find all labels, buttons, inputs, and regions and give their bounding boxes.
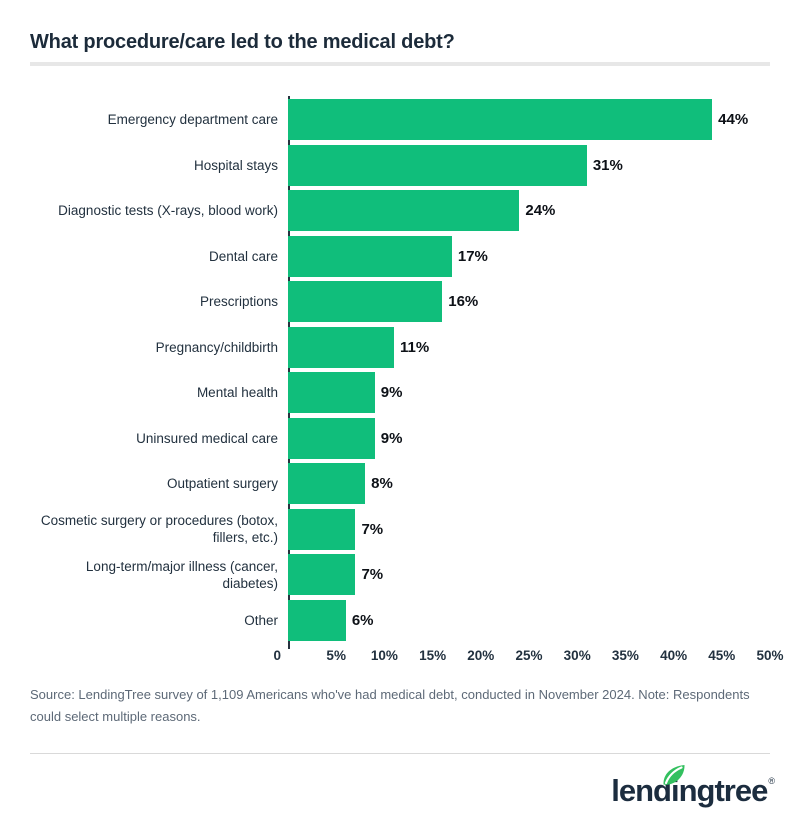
bar-track: 31%	[288, 144, 770, 186]
bar	[288, 235, 452, 277]
bar-chart: Emergency department care 44% Hospital sta…	[30, 96, 784, 668]
bar	[288, 326, 395, 368]
bar-track: 24%	[288, 190, 770, 232]
x-tick-label: 35%	[611, 648, 639, 663]
chart-row: Prescriptions 16%	[30, 279, 770, 325]
value-label: 7%	[361, 520, 384, 538]
chart-row: Cosmetic surgery or procedures (botox, f…	[30, 507, 770, 553]
bar-track: 7%	[288, 554, 770, 596]
x-tick-label: 25%	[515, 648, 543, 663]
bar	[288, 144, 587, 186]
bar	[288, 190, 520, 232]
bar	[288, 599, 346, 641]
x-tick-label: 45%	[708, 648, 736, 663]
x-tick-label: 40%	[660, 648, 688, 663]
chart-title: What procedure/care led to the medical d…	[30, 31, 455, 53]
bar	[288, 463, 366, 505]
value-label: 31%	[592, 156, 623, 174]
bar-track: 44%	[288, 99, 770, 141]
category-label: Other	[244, 612, 278, 628]
chart-row: Emergency department care 44%	[30, 97, 770, 143]
bar	[288, 281, 443, 323]
logo-text: lendingtree	[611, 773, 768, 808]
category-label: Uninsured medical care	[136, 430, 278, 446]
category-label: Dental care	[208, 248, 278, 264]
x-tick-label: 50%	[756, 648, 784, 663]
lendingtree-logo: lendingtree ®	[611, 765, 775, 808]
bar-track: 6%	[288, 599, 770, 641]
chart-row: Diagnostic tests (X-rays, blood work) 24%	[30, 188, 770, 234]
category-label: Prescriptions	[199, 294, 278, 310]
value-label: 9%	[380, 429, 403, 447]
x-tick-label: 10%	[370, 648, 398, 663]
title-divider	[30, 62, 770, 66]
x-tick-label: 15%	[419, 648, 447, 663]
value-label: 7%	[361, 566, 384, 584]
bar-track: 9%	[288, 372, 770, 414]
source-note: Source: LendingTree survey of 1,109 Amer…	[30, 687, 750, 724]
x-tick-label: 0	[273, 648, 281, 663]
value-label: 6%	[351, 611, 374, 629]
bar-track: 7%	[288, 508, 770, 550]
bar-track: 17%	[288, 235, 770, 277]
value-label: 8%	[371, 475, 393, 493]
bar	[288, 99, 713, 141]
category-label: Pregnancy/childbirth	[155, 339, 278, 355]
category-label: Mental health	[196, 385, 278, 401]
value-label: 17%	[457, 247, 488, 265]
bar	[288, 372, 375, 414]
bar-track: 16%	[288, 281, 770, 323]
bar-track: 11%	[288, 326, 770, 368]
bar	[288, 554, 356, 596]
chart-row: Uninsured medical care 9%	[30, 416, 770, 462]
registered-mark: ®	[768, 776, 775, 786]
x-tick-label: 30%	[563, 648, 591, 663]
category-label: Cosmetic surgery or procedures (botox, f…	[40, 513, 278, 546]
chart-rows: Emergency department care 44% Hospital sta…	[30, 96, 770, 649]
x-axis: 0 5% 10% 15% 20% 25% 30% 35% 40% 45% 50%	[273, 648, 783, 668]
value-label: 24%	[525, 202, 556, 220]
category-label: Long-term/major illness (cancer, diabete…	[85, 558, 278, 591]
value-label: 11%	[400, 338, 430, 356]
x-tick-label: 20%	[467, 648, 495, 663]
x-tick-label: 5%	[326, 648, 346, 663]
bar-track: 9%	[288, 417, 770, 459]
category-label: Hospital stays	[193, 157, 278, 173]
chart-row: Mental health 9%	[30, 370, 770, 416]
value-label: 16%	[448, 293, 479, 311]
bar-track: 8%	[288, 463, 770, 505]
category-label: Outpatient surgery	[166, 476, 278, 492]
bar	[288, 508, 356, 550]
leaf-icon	[661, 763, 687, 787]
chart-row: Outpatient surgery 8%	[30, 461, 770, 507]
bar	[288, 417, 375, 459]
chart-row: Pregnancy/childbirth 11%	[30, 325, 770, 371]
footer-divider	[30, 753, 770, 754]
category-label: Diagnostic tests (X-rays, blood work)	[58, 203, 278, 219]
chart-row: Dental care 17%	[30, 234, 770, 280]
category-label: Emergency department care	[107, 112, 278, 128]
value-label: 9%	[380, 384, 403, 402]
value-label: 44%	[718, 111, 749, 129]
chart-row: Hospital stays 31%	[30, 143, 770, 189]
chart-row: Other 6%	[30, 598, 770, 644]
chart-row: Long-term/major illness (cancer, diabete…	[30, 552, 770, 598]
